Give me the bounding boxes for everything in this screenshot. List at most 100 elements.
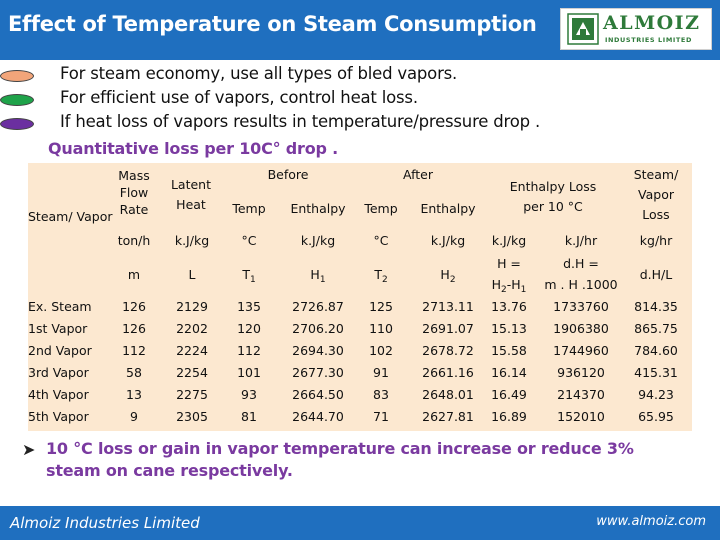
cell-enthalpy-loss-hr: 1733760 xyxy=(553,299,609,314)
cell-enthalpy-loss-kg: 16.89 xyxy=(491,409,527,424)
symbol-m: m xyxy=(127,267,141,282)
header-bar: Effect of Temperature on Steam Consumpti… xyxy=(0,0,720,60)
cell-latent-heat: 2224 xyxy=(176,343,208,358)
logo-subtitle: INDUSTRIES LIMITED xyxy=(605,36,692,44)
cell-mass-flow: 126 xyxy=(122,321,146,336)
cell-temp-before: 112 xyxy=(237,343,261,358)
bullet-oval-orange-icon xyxy=(0,70,34,82)
header-steam-vapor-loss: Steam/ Vapor Loss xyxy=(633,167,679,222)
bullet-text-2: For efficient use of vapors, control hea… xyxy=(60,88,418,107)
conclusion-text: 10 °C loss or gain in vapor temperature … xyxy=(46,439,634,480)
header-temp-before: Temp xyxy=(232,201,266,216)
cell-steam-loss: 865.75 xyxy=(634,321,678,336)
symbol-H2: H2 xyxy=(440,267,456,285)
cell-temp-before: 120 xyxy=(237,321,261,336)
header-enthalpy-loss: Enthalpy Loss per 10 °C xyxy=(509,179,597,214)
header-enthalpy-before: Enthalpy xyxy=(290,201,346,216)
company-logo: ALMOIZ INDUSTRIES LIMITED xyxy=(560,8,712,50)
subheading: Quantitative loss per 10C° drop . xyxy=(48,139,339,158)
cell-steam-loss: 415.31 xyxy=(634,365,678,380)
unit-loss-hr: k.J/hr xyxy=(564,233,598,248)
unit-mass-flow: ton/h xyxy=(117,233,151,248)
header-latent-heat: Latent Heat xyxy=(170,177,212,212)
cell-temp-after: 102 xyxy=(369,343,393,358)
cell-vapor-name: 2nd Vapor xyxy=(28,343,92,358)
unit-latent: k.J/kg xyxy=(174,233,210,248)
symbol-dh-eq: d.H = xyxy=(563,256,599,271)
cell-latent-heat: 2275 xyxy=(176,387,208,402)
header-mass-flow: Mass Flow Rate xyxy=(118,168,150,217)
steam-consumption-table: Steam/ Vapor Mass Flow Rate Latent Heat … xyxy=(28,163,692,431)
cell-temp-after: 91 xyxy=(373,365,389,380)
cell-temp-after: 71 xyxy=(373,409,389,424)
cell-enthalpy-before: 2677.30 xyxy=(292,365,344,380)
cell-enthalpy-before: 2694.30 xyxy=(292,343,344,358)
cell-mass-flow: 112 xyxy=(122,343,146,358)
cell-steam-loss: 814.35 xyxy=(634,299,678,314)
cell-enthalpy-before: 2664.50 xyxy=(292,387,344,402)
cell-vapor-name: 5th Vapor xyxy=(28,409,89,424)
bullet-text-1: For steam economy, use all types of bled… xyxy=(60,64,458,83)
cell-vapor-name: Ex. Steam xyxy=(28,299,92,314)
cell-enthalpy-after: 2648.01 xyxy=(422,387,474,402)
cell-temp-after: 110 xyxy=(369,321,393,336)
cell-mass-flow: 126 xyxy=(122,299,146,314)
cell-mass-flow: 9 xyxy=(130,409,138,424)
cell-latent-heat: 2254 xyxy=(176,365,208,380)
cell-temp-before: 93 xyxy=(241,387,257,402)
cell-steam-loss: 65.95 xyxy=(638,409,674,424)
footer-company-name: Almoiz Industries Limited xyxy=(10,514,200,532)
cell-enthalpy-after: 2691.07 xyxy=(422,321,474,336)
cell-steam-loss: 784.60 xyxy=(634,343,678,358)
cell-temp-before: 135 xyxy=(237,299,261,314)
unit-h1: k.J/kg xyxy=(300,233,336,248)
header-after: After xyxy=(402,167,434,182)
cell-enthalpy-loss-hr: 1744960 xyxy=(553,343,609,358)
symbol-dh-L: d.H/L xyxy=(639,267,673,282)
cell-latent-heat: 2129 xyxy=(176,299,208,314)
header-before: Before xyxy=(267,167,309,182)
cell-enthalpy-loss-hr: 936120 xyxy=(557,365,605,380)
header-steam-vapor: Steam/ Vapor xyxy=(28,209,113,224)
footer-website: www.almoiz.com xyxy=(596,514,706,529)
unit-loss-kg: k.J/kg xyxy=(491,233,527,248)
slide-title: Effect of Temperature on Steam Consumpti… xyxy=(8,12,537,36)
arrow-bullet-icon: ➤ xyxy=(22,440,36,459)
cell-temp-after: 83 xyxy=(373,387,389,402)
cell-temp-before: 81 xyxy=(241,409,257,424)
footer-bar: Almoiz Industries Limited www.almoiz.com xyxy=(0,506,720,540)
cell-enthalpy-loss-hr: 214370 xyxy=(557,387,605,402)
unit-t2: °C xyxy=(373,233,389,248)
cell-enthalpy-loss-kg: 15.13 xyxy=(491,321,527,336)
cell-vapor-name: 4th Vapor xyxy=(28,387,89,402)
cell-latent-heat: 2305 xyxy=(176,409,208,424)
cell-steam-loss: 94.23 xyxy=(638,387,674,402)
cell-enthalpy-loss-kg: 15.58 xyxy=(491,343,527,358)
bullet-oval-green-icon xyxy=(0,94,34,106)
bullet-text-3: If heat loss of vapors results in temper… xyxy=(60,112,541,131)
cell-enthalpy-after: 2627.81 xyxy=(422,409,474,424)
symbol-dh-formula: m . H .1000 xyxy=(544,277,618,292)
unit-h2: k.J/kg xyxy=(430,233,466,248)
cell-enthalpy-before: 2706.20 xyxy=(292,321,344,336)
cell-enthalpy-loss-kg: 13.76 xyxy=(491,299,527,314)
cell-temp-before: 101 xyxy=(237,365,261,380)
cell-enthalpy-before: 2644.70 xyxy=(292,409,344,424)
cell-enthalpy-loss-hr: 152010 xyxy=(557,409,605,424)
cell-vapor-name: 1st Vapor xyxy=(28,321,88,336)
symbol-h-diff: H2-H1 xyxy=(491,277,527,295)
cell-latent-heat: 2202 xyxy=(176,321,208,336)
cell-enthalpy-loss-kg: 16.14 xyxy=(491,365,527,380)
logo-emblem-icon xyxy=(567,13,599,45)
cell-mass-flow: 58 xyxy=(126,365,142,380)
cell-enthalpy-loss-hr: 1906380 xyxy=(553,321,609,336)
cell-enthalpy-before: 2726.87 xyxy=(292,299,344,314)
symbol-T1: T1 xyxy=(242,267,256,285)
symbol-T2: T2 xyxy=(374,267,388,285)
cell-temp-after: 125 xyxy=(369,299,393,314)
symbol-L: L xyxy=(188,267,196,282)
symbol-H1: H1 xyxy=(310,267,326,285)
symbol-h-eq: H = xyxy=(497,256,521,271)
bullet-oval-purple-icon xyxy=(0,118,34,130)
cell-enthalpy-after: 2661.16 xyxy=(422,365,474,380)
